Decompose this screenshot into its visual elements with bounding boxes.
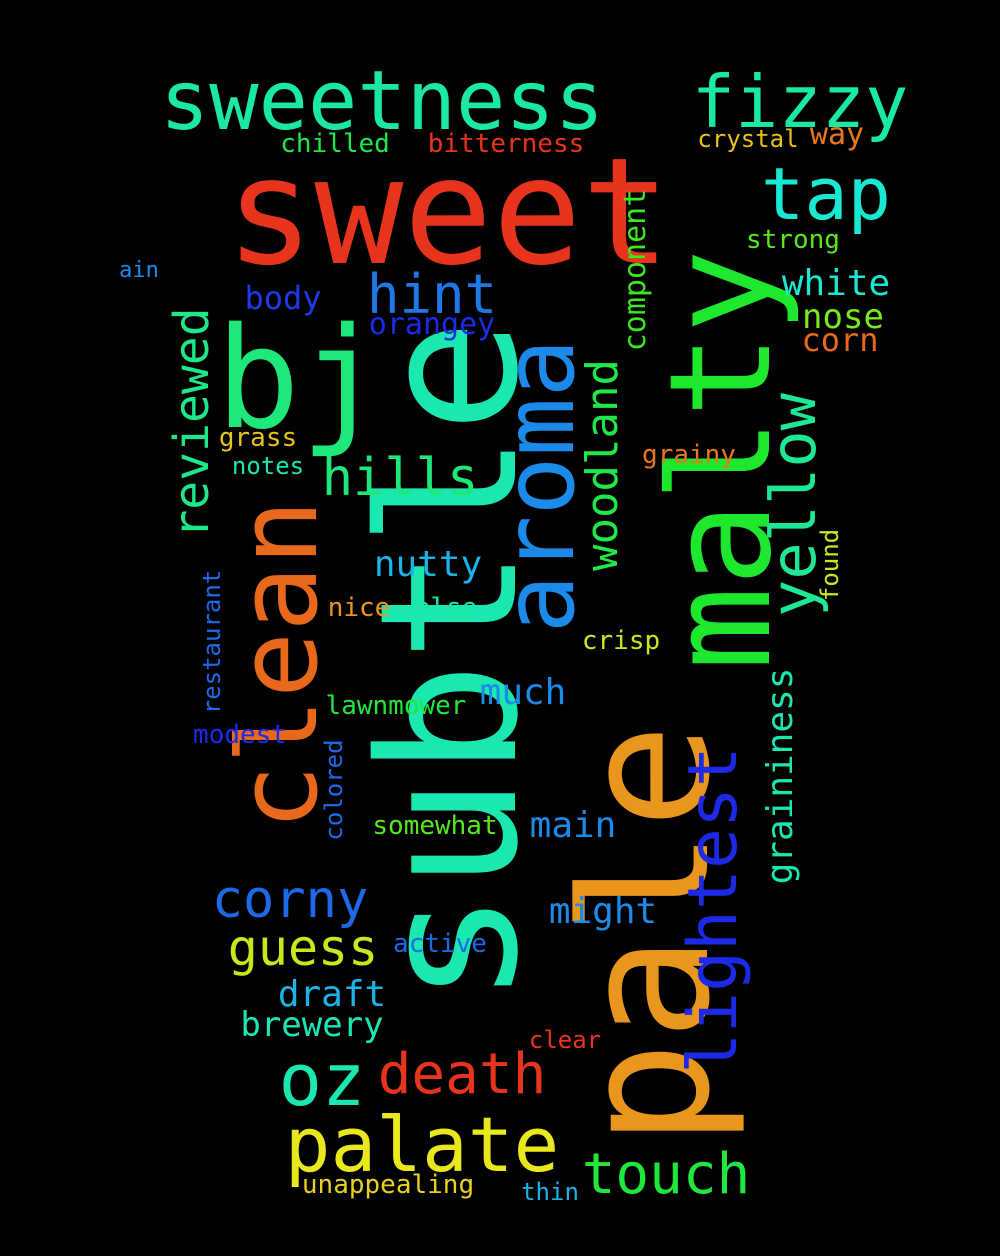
word: lightest bbox=[674, 746, 753, 1074]
word: white bbox=[781, 263, 891, 304]
word: somewhat bbox=[372, 811, 498, 841]
word: grass bbox=[218, 423, 298, 453]
word: aroma bbox=[483, 338, 597, 634]
word: main bbox=[529, 805, 617, 846]
word: colored bbox=[320, 739, 348, 841]
word: clean bbox=[214, 499, 342, 831]
word: bitterness bbox=[427, 129, 585, 159]
word: corn bbox=[801, 321, 879, 359]
word: might bbox=[548, 891, 658, 932]
word: found bbox=[816, 528, 844, 602]
word: active bbox=[393, 929, 487, 959]
word: strong bbox=[746, 225, 840, 255]
word: grainy bbox=[642, 440, 736, 470]
word: sweet bbox=[225, 126, 671, 298]
word: draft bbox=[277, 974, 387, 1015]
word: palate bbox=[284, 1100, 560, 1189]
word: touch bbox=[581, 1142, 751, 1207]
word: sweetness bbox=[159, 54, 605, 149]
word: modest bbox=[193, 720, 287, 750]
word: unappealing bbox=[301, 1170, 475, 1200]
word: much bbox=[479, 672, 567, 713]
word: guess bbox=[227, 919, 379, 977]
word: else bbox=[414, 593, 478, 623]
word: body bbox=[244, 279, 322, 317]
word: hint bbox=[366, 263, 498, 326]
word: bj bbox=[215, 298, 385, 461]
word: ain bbox=[119, 258, 159, 283]
word: restaurant bbox=[198, 569, 226, 715]
word: fizzy bbox=[691, 60, 909, 144]
word: reviewed bbox=[164, 307, 220, 539]
word: notes bbox=[231, 452, 305, 480]
word: tap bbox=[760, 152, 892, 236]
word: orangey bbox=[368, 307, 496, 342]
word: way bbox=[809, 117, 865, 152]
word: chilled bbox=[280, 129, 390, 159]
word: nose bbox=[802, 297, 884, 337]
word: graininess bbox=[760, 667, 801, 885]
word: death bbox=[377, 1042, 547, 1107]
word: woodland bbox=[577, 359, 628, 571]
word: clear bbox=[528, 1026, 602, 1054]
word: component bbox=[618, 188, 653, 352]
word: lawnmower bbox=[325, 691, 467, 721]
word: nutty bbox=[373, 544, 483, 585]
word: oz bbox=[278, 1038, 366, 1122]
word: corny bbox=[211, 870, 369, 930]
word: thin bbox=[521, 1178, 579, 1206]
word: hills bbox=[321, 448, 479, 508]
word: brewery bbox=[240, 1005, 384, 1045]
word: nice bbox=[327, 593, 391, 623]
word: crystal bbox=[697, 125, 799, 153]
word: crisp bbox=[581, 626, 661, 656]
